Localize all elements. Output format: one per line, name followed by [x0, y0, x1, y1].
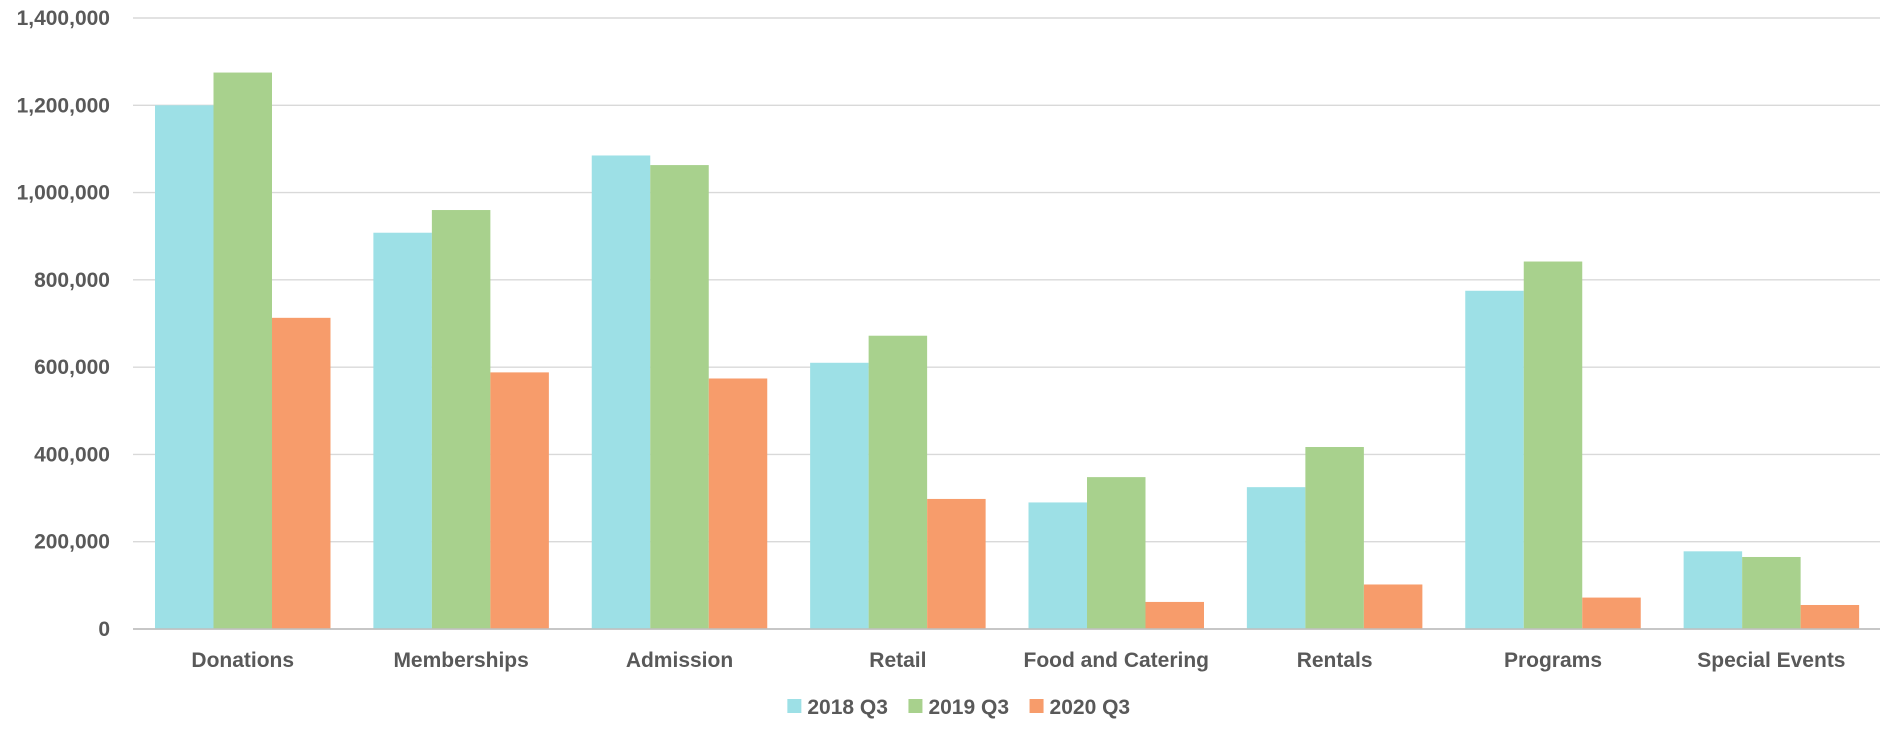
bar-retail-2019-q3	[869, 336, 928, 629]
y-tick-label: 600,000	[34, 356, 110, 379]
x-tick-label: Food and Catering	[1024, 649, 1210, 672]
bar-donations-2018-q3	[155, 105, 214, 629]
bars	[155, 73, 1859, 629]
y-tick-label: 0	[98, 618, 110, 641]
legend-swatch-2020-q3	[1030, 699, 1044, 713]
y-tick-label: 1,200,000	[17, 94, 110, 117]
bar-food-and-catering-2019-q3	[1087, 477, 1146, 629]
x-tick-label: Retail	[869, 649, 926, 672]
x-tick-label: Admission	[626, 649, 733, 672]
bar-rentals-2018-q3	[1247, 487, 1306, 629]
y-tick-label: 400,000	[34, 443, 110, 466]
bar-donations-2019-q3	[214, 73, 273, 629]
bar-food-and-catering-2018-q3	[1029, 502, 1088, 629]
y-axis: 0 200,000 400,000 600,000 800,000 1,000,000 1,…	[17, 7, 110, 641]
x-tick-label: Rentals	[1297, 649, 1373, 672]
legend: 2018 Q3 2019 Q3 2020 Q3	[787, 696, 1130, 719]
bar-admission-2020-q3	[709, 378, 768, 629]
bar-programs-2018-q3	[1465, 291, 1524, 629]
y-tick-label: 200,000	[34, 531, 110, 554]
bar-special-events-2020-q3	[1801, 605, 1860, 629]
x-tick-label: Programs	[1504, 649, 1602, 672]
bar-programs-2020-q3	[1582, 598, 1641, 629]
bar-memberships-2019-q3	[432, 210, 491, 629]
bar-memberships-2020-q3	[490, 372, 549, 629]
bar-special-events-2019-q3	[1742, 557, 1801, 629]
bar-retail-2018-q3	[810, 363, 869, 629]
bar-special-events-2018-q3	[1684, 551, 1743, 629]
bar-retail-2020-q3	[927, 499, 986, 629]
legend-label: 2020 Q3	[1050, 696, 1131, 719]
legend-swatch-2019-q3	[908, 699, 922, 713]
y-tick-label: 1,400,000	[17, 7, 110, 30]
bar-memberships-2018-q3	[373, 233, 432, 629]
bar-rentals-2019-q3	[1305, 447, 1364, 629]
y-tick-label: 800,000	[34, 269, 110, 292]
bar-admission-2019-q3	[650, 165, 709, 629]
bar-admission-2018-q3	[592, 155, 651, 629]
bar-food-and-catering-2020-q3	[1146, 602, 1205, 629]
y-tick-label: 1,000,000	[17, 182, 110, 205]
bar-donations-2020-q3	[272, 318, 331, 629]
legend-swatch-2018-q3	[787, 699, 801, 713]
x-tick-label: Special Events	[1697, 649, 1845, 672]
x-tick-label: Memberships	[393, 649, 528, 672]
bar-rentals-2020-q3	[1364, 584, 1423, 629]
bar-programs-2019-q3	[1524, 262, 1583, 629]
x-tick-label: Donations	[191, 649, 294, 672]
x-axis: Donations Memberships Admission Retail Food …	[133, 629, 1880, 672]
legend-label: 2018 Q3	[807, 696, 888, 719]
legend-label: 2019 Q3	[928, 696, 1009, 719]
